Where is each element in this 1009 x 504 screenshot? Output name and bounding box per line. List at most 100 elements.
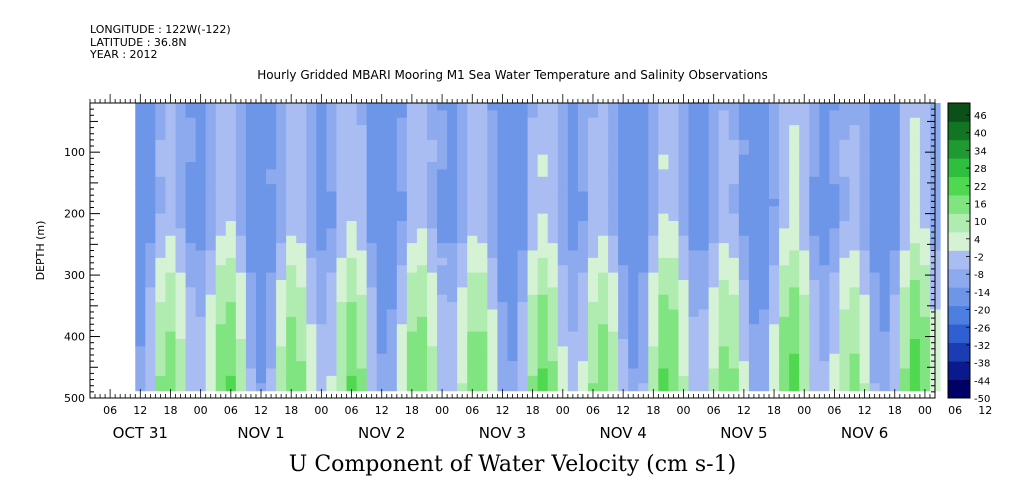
heatmap-cell [426,265,438,274]
heatmap-cell [286,243,297,252]
heatmap-cell [296,198,307,207]
heatmap-cell [135,250,146,259]
x-hour-label: 12 [133,404,147,417]
heatmap-cell [809,198,820,207]
heatmap-cell [477,287,488,296]
heatmap-cell [758,257,770,266]
heatmap-cell [799,228,810,237]
heatmap-cell [316,375,327,384]
heatmap-cell [688,331,700,340]
heatmap-cell [678,368,690,377]
heatmap-cell [316,162,327,170]
heatmap-cell [195,375,207,384]
heatmap-cell [185,339,197,347]
heatmap-cell [909,250,921,259]
heatmap-cell [688,316,700,325]
heatmap-cell [326,294,338,303]
heatmap-cell [829,139,841,148]
heatmap-cell [587,139,599,148]
heatmap-cell [889,302,901,311]
heatmap-cell [406,302,418,311]
heatmap-cell [135,375,146,384]
heatmap-cell [608,346,619,355]
heatmap-cell [557,235,569,244]
heatmap-cell [839,103,851,111]
heatmap-cell [517,368,529,377]
heatmap-cell [215,353,227,362]
heatmap-cell [386,191,398,200]
heatmap-cell [557,147,569,156]
heatmap-cell [809,375,820,384]
heatmap-cell [286,368,297,377]
heatmap-cell [859,346,871,355]
heatmap-cell [618,346,629,355]
heatmap-cell [255,383,267,392]
heatmap-cell [829,154,841,163]
heatmap-cell [477,206,488,215]
heatmap-cell [799,198,810,207]
heatmap-cell [326,139,338,148]
heatmap-cell [376,383,388,392]
heatmap-cell [215,331,227,340]
heatmap-cell [708,324,720,333]
heatmap-cell [758,213,770,222]
heatmap-cell [437,221,448,229]
heatmap-cell [789,331,800,340]
heatmap-cell [376,198,388,207]
heatmap-cell [235,302,247,311]
heatmap-cell [608,368,619,377]
heatmap-cell [638,132,649,141]
heatmap-cell [628,383,639,392]
heatmap-cell [346,228,358,237]
heatmap-cell [165,206,177,215]
heatmap-cell [909,331,921,340]
heatmap-cell [728,361,740,370]
heatmap-cell [225,213,237,222]
heatmap-cell [366,243,378,252]
heatmap-cell [336,361,348,370]
y-tick-label: 400 [64,331,85,344]
heatmap-cell [497,213,509,222]
heatmap-cell [628,169,639,178]
heatmap-cell [235,265,247,274]
heatmap-cell [748,162,760,170]
heatmap-cell [416,353,428,362]
heatmap-cell [839,375,851,384]
heatmap-cell [195,302,207,311]
heatmap-cell [748,265,760,274]
heatmap-cell [376,169,388,178]
heatmap-cell [416,243,428,252]
heatmap-cell [748,316,760,325]
heatmap-cell [165,309,177,318]
heatmap-cell [809,324,820,333]
heatmap-cell [487,316,499,325]
heatmap-cell [406,250,418,259]
heatmap-cell [205,331,217,340]
heatmap-cell [859,110,871,119]
heatmap-cell [457,184,468,193]
heatmap-cell [628,375,639,384]
heatmap-cell [678,339,690,347]
heatmap-cell [416,331,428,340]
heatmap-cell [648,257,659,266]
heatmap-cell [266,383,277,392]
colorbar-swatch [948,232,970,251]
heatmap-cell [919,339,931,347]
heatmap-cell [638,206,649,215]
heatmap-cell [316,228,327,237]
heatmap-cell [708,198,720,207]
heatmap-cell [799,154,810,163]
heatmap-cell [245,213,257,222]
heatmap-cell [718,221,730,229]
heatmap-cell [859,302,871,311]
heatmap-cell [507,316,519,325]
heatmap-cell [748,272,760,281]
heatmap-cell [175,346,187,355]
heatmap-cell [296,191,307,200]
heatmap-cell [758,272,770,281]
heatmap-cell [889,353,901,362]
heatmap-cell [668,103,680,111]
heatmap-cell [688,383,700,392]
heatmap-cell [889,287,901,296]
heatmap-cell [316,361,327,370]
